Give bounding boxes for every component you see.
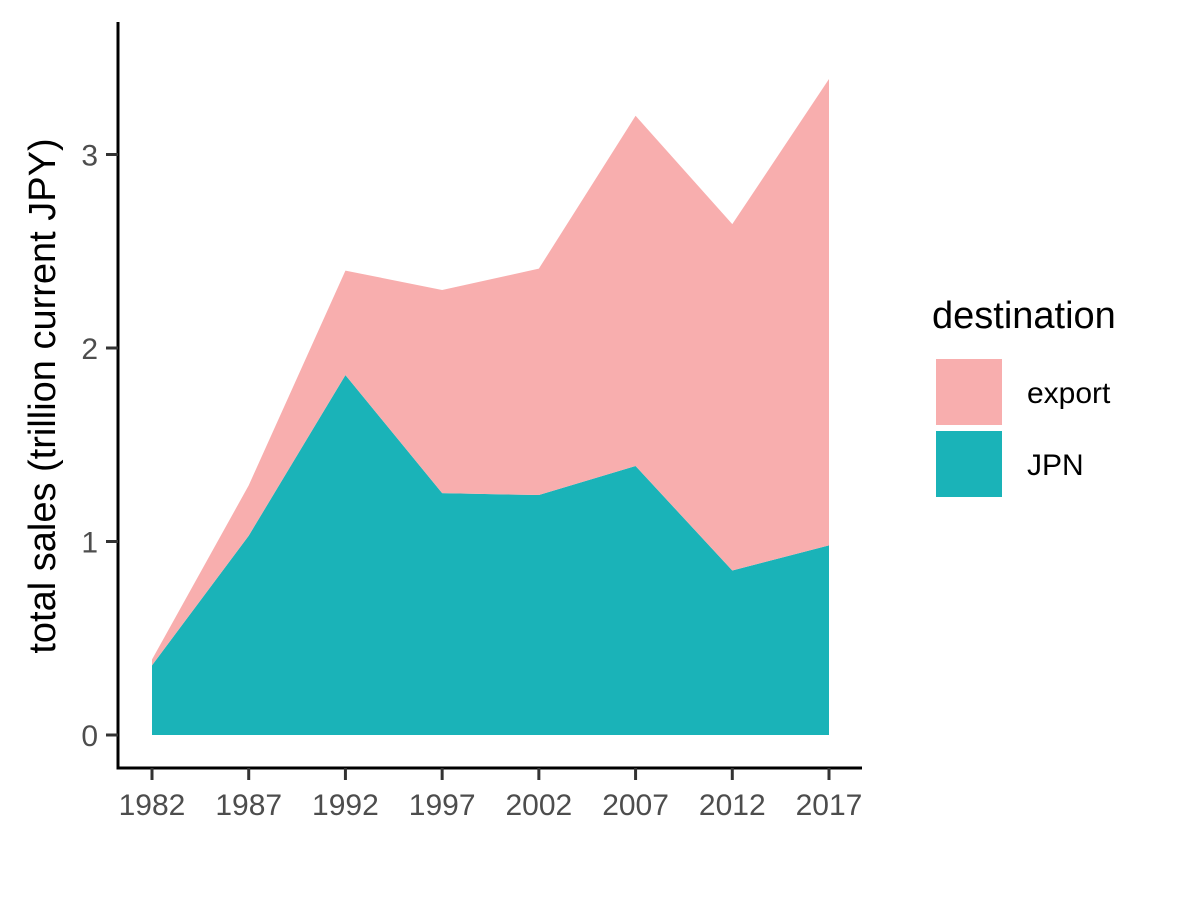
x-tick-label: 2012 xyxy=(699,789,766,822)
legend: destination export JPN xyxy=(932,295,1116,497)
legend-title: destination xyxy=(932,295,1116,337)
y-tick-label: 3 xyxy=(81,140,98,173)
x-axis-ticks: 1982 1987 1992 1997 2002 2007 2012 2017 xyxy=(119,768,863,822)
axes: 0 1 2 3 1982 1987 1992 1997 2002 2007 2012 2017 xyxy=(81,22,862,822)
x-tick-label: 1982 xyxy=(119,789,186,822)
area-export xyxy=(152,79,829,666)
x-tick-label: 2002 xyxy=(505,789,572,822)
y-tick-label: 0 xyxy=(81,720,98,753)
x-tick-label: 2007 xyxy=(602,789,669,822)
y-tick-label: 1 xyxy=(81,527,98,560)
x-tick-label: 2017 xyxy=(796,789,863,822)
y-axis-ticks: 0 1 2 3 xyxy=(81,140,118,753)
legend-swatch-jpn xyxy=(936,431,1002,497)
area-jpn xyxy=(152,375,829,735)
x-tick-label: 1992 xyxy=(312,789,379,822)
legend-label-export: export xyxy=(1027,377,1111,410)
legend-label-jpn: JPN xyxy=(1027,449,1084,482)
plot-areas xyxy=(152,79,829,735)
y-axis-title: total sales (trillion current JPY) xyxy=(22,138,64,653)
x-tick-label: 1987 xyxy=(215,789,282,822)
y-tick-label: 2 xyxy=(81,333,98,366)
legend-swatch-export xyxy=(936,359,1002,425)
x-tick-label: 1997 xyxy=(409,789,476,822)
legend-entries: export JPN xyxy=(936,359,1111,497)
